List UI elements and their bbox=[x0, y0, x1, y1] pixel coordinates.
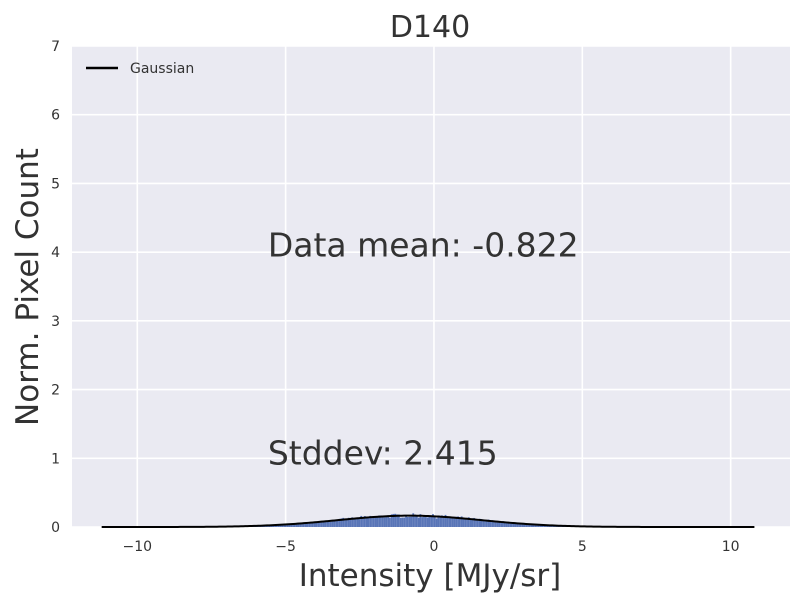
histogram-bar bbox=[443, 517, 445, 527]
histogram-bar bbox=[315, 523, 317, 527]
chart-title: D140 bbox=[390, 10, 470, 45]
y-tick-label: 4 bbox=[51, 245, 60, 261]
histogram-bar bbox=[421, 517, 423, 527]
histogram-bar bbox=[389, 518, 391, 527]
histogram-bar bbox=[337, 521, 339, 527]
histogram-bar bbox=[436, 519, 438, 527]
histogram-bar bbox=[335, 521, 337, 527]
annotation-text: Stddev: 2.415 bbox=[268, 433, 498, 472]
histogram-bar bbox=[470, 520, 472, 527]
histogram-bar bbox=[409, 517, 411, 527]
histogram-bar bbox=[430, 516, 432, 527]
y-tick-label: 3 bbox=[51, 314, 60, 330]
histogram-bar bbox=[382, 517, 384, 527]
histogram-bar bbox=[350, 520, 352, 527]
histogram-bar bbox=[411, 517, 413, 527]
histogram-bar bbox=[405, 515, 407, 527]
histogram-bar bbox=[500, 523, 502, 527]
y-tick-label: 6 bbox=[51, 108, 60, 124]
histogram-bar bbox=[384, 517, 386, 527]
histogram-bar bbox=[373, 517, 375, 527]
x-axis-label: Intensity [MJy/sr] bbox=[299, 558, 562, 594]
histogram-bar bbox=[495, 523, 497, 527]
y-axis-label: Norm. Pixel Count bbox=[10, 148, 46, 426]
histogram-bar bbox=[407, 517, 409, 527]
histogram-bar bbox=[484, 521, 486, 527]
histogram-bar bbox=[439, 517, 441, 527]
histogram-bar bbox=[346, 520, 348, 527]
x-tick-label: 5 bbox=[578, 539, 587, 555]
histogram-bar bbox=[321, 522, 323, 527]
x-tick-label: 0 bbox=[430, 539, 439, 555]
histogram-bar bbox=[427, 517, 429, 527]
annotation-text: Data mean: -0.822 bbox=[268, 225, 579, 264]
y-tick-label: 7 bbox=[51, 39, 60, 55]
histogram-bar bbox=[353, 519, 355, 527]
histogram-bar bbox=[459, 518, 461, 527]
histogram-bar bbox=[371, 517, 373, 527]
histogram-bar bbox=[450, 517, 452, 527]
histogram-bar bbox=[323, 522, 325, 527]
histogram-bar bbox=[305, 524, 307, 527]
x-tick-label: −5 bbox=[275, 539, 296, 555]
histogram-bar bbox=[400, 518, 402, 527]
histogram-bar bbox=[359, 519, 361, 527]
histogram-bar bbox=[434, 517, 436, 527]
x-tick-label: −10 bbox=[122, 539, 152, 555]
histogram-bar bbox=[385, 517, 387, 527]
histogram-bar bbox=[428, 517, 430, 527]
histogram-bar bbox=[376, 516, 378, 527]
histogram-bar bbox=[448, 518, 450, 527]
x-tick-label: 10 bbox=[722, 539, 740, 555]
legend-label-gaussian: Gaussian bbox=[130, 61, 194, 77]
histogram-bar bbox=[326, 522, 328, 527]
histogram-bar bbox=[317, 523, 319, 527]
histogram-bar bbox=[437, 517, 439, 527]
y-tick-label: 0 bbox=[51, 520, 60, 536]
y-tick-label: 1 bbox=[51, 451, 60, 467]
histogram-bar bbox=[418, 518, 420, 527]
histogram-bar bbox=[328, 522, 330, 527]
histogram-bar bbox=[463, 519, 465, 527]
histogram-bar bbox=[489, 521, 491, 527]
histogram-bar bbox=[303, 524, 305, 527]
histogram-bar bbox=[367, 517, 369, 527]
histogram-bar bbox=[504, 523, 506, 527]
histogram-bar bbox=[464, 519, 466, 527]
histogram-bar bbox=[403, 518, 405, 527]
y-tick-label: 5 bbox=[51, 176, 60, 192]
y-tick-label: 2 bbox=[51, 383, 60, 399]
histogram-bar bbox=[425, 517, 427, 527]
histogram-bar bbox=[423, 516, 425, 527]
histogram-bar bbox=[330, 522, 332, 527]
histogram-bar bbox=[416, 516, 418, 527]
histogram-bar bbox=[402, 518, 404, 527]
